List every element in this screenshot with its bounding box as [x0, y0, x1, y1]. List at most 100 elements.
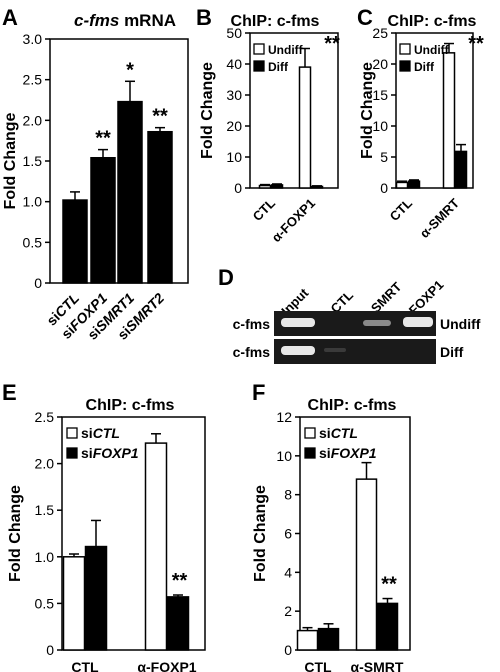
- panel-c-ytick-label: 0: [380, 180, 388, 196]
- panel-a-ytick-label: 1.5: [23, 153, 43, 169]
- panel-e-title: ChIP: c-fms: [86, 397, 175, 414]
- panel-a-significance: **: [152, 106, 168, 128]
- panel-a-title: c-fms mRNA: [74, 11, 176, 30]
- panel-f-bar-open: [296, 629, 319, 651]
- gel-row-label-diff: c-fms: [233, 344, 271, 360]
- panel-f-bar-filled: [376, 602, 399, 651]
- panel-f-xtick-label: α-SMRT: [351, 659, 404, 672]
- panel-e-legend-swatch-filled: [66, 447, 78, 459]
- panel-a-significance: *: [126, 59, 134, 81]
- panel-c-bar-filled: [454, 150, 468, 189]
- panel-e-legend-label: siFOXP1: [81, 445, 139, 461]
- panel-a-ytick-label: 0.5: [23, 234, 43, 250]
- panel-f-ytick-label: 0: [284, 642, 292, 658]
- panel-c-plot-frame: [395, 32, 474, 189]
- panel-f-ytick-label: 4: [284, 564, 292, 580]
- gel-band-undiff-input: [281, 318, 315, 327]
- panel-e-plot-frame: [61, 416, 206, 651]
- panel-f-bar-open: [355, 478, 378, 651]
- panel-b-xtick-label: α-FOXP1: [269, 196, 318, 245]
- panel-e-ytick-label: 2.5: [35, 409, 55, 425]
- panel-a-significance: **: [95, 128, 111, 150]
- gel-condition-undiff: Undiff: [440, 316, 481, 332]
- panel-e-bar-filled: [166, 596, 190, 651]
- panel-e-xtick-label: α-FOXP1: [137, 659, 196, 672]
- panel-a-ytick-label: 1.0: [23, 194, 43, 210]
- panel-letter-d: D: [218, 265, 234, 290]
- panel-f-legend-prefix: si: [319, 445, 331, 461]
- panel-c-legend-swatch-open: [399, 43, 411, 55]
- panel-f-title: ChIP: c-fms: [308, 397, 397, 414]
- panel-b-legend-swatch-filled: [253, 60, 265, 72]
- panel-e-significance: **: [172, 570, 188, 592]
- panel-f-legend-swatch-open: [304, 427, 316, 439]
- panel-e-ytick-label: 2.0: [35, 456, 55, 472]
- panel-b-ytick-label: 50: [226, 25, 242, 41]
- panel-c-bar-filled: [407, 180, 421, 189]
- panel-c-bar-open: [442, 52, 456, 189]
- panel-c-bar-open: [395, 181, 409, 189]
- gel-panel: Input CTL α-SMRT α-FOXP1 c-fms c-fms Und…: [233, 277, 481, 364]
- panel-c-ytick-label: 10: [372, 118, 388, 134]
- panel-b-ytick-label: 0: [234, 180, 242, 196]
- panel-e-legend-prefix: si: [81, 425, 93, 441]
- gel-band-undiff-smrt: [363, 320, 391, 326]
- panel-f-bar-filled: [317, 627, 340, 651]
- gel-band-diff-input: [281, 346, 315, 355]
- panel-b-bar-open: [258, 184, 272, 189]
- panel-letter-c: C: [357, 5, 373, 30]
- panel-b-ytick-label: 10: [226, 149, 242, 165]
- panel-c-ytick-label: 5: [380, 149, 388, 165]
- panel-f-xtick-label: CTL: [304, 659, 332, 672]
- panel-f-legend-prefix: si: [319, 425, 331, 441]
- panel-e-xtick-label: CTL: [71, 659, 99, 672]
- panel-e-bar-filled: [84, 545, 108, 651]
- panel-letter-a: A: [2, 5, 18, 30]
- panel-b-xtick-label: CTL: [250, 195, 279, 224]
- panel-f-legend-swatch-filled: [304, 447, 316, 459]
- panel-e-bar-open: [62, 556, 86, 651]
- panel-a-title-rest: mRNA: [119, 11, 176, 30]
- panel-c-legend-label: Diff: [414, 60, 435, 74]
- panel-b-title: ChIP: c-fms: [231, 13, 320, 30]
- panel-e-ylabel: Fold Change: [7, 485, 24, 582]
- panel-a-bar: [117, 100, 143, 284]
- panel-b-plot-frame: [249, 32, 339, 189]
- panel-c-ytick-label: 15: [372, 87, 388, 103]
- panel-f-ytick-label: 2: [284, 603, 292, 619]
- panel-c-ytick-label: 20: [372, 56, 388, 72]
- panel-c-legend-swatch-filled: [399, 60, 411, 72]
- panel-b-legend-label: Diff: [268, 60, 289, 74]
- panel-a-ytick-label: 2.5: [23, 72, 43, 88]
- panel-b-ytick-label: 40: [226, 56, 242, 72]
- panel-b-bar-open: [298, 66, 312, 189]
- panel-b-ytick-label: 20: [226, 118, 242, 134]
- panel-b-ytick-label: 30: [226, 87, 242, 103]
- panel-f-ytick-label: 6: [284, 526, 292, 542]
- panel-letter-e: E: [2, 380, 17, 405]
- panel-f-ytick-label: 12: [276, 409, 292, 425]
- panel-e-bar-open: [144, 442, 168, 651]
- panel-f-ylabel: Fold Change: [252, 485, 269, 582]
- panel-e-ytick-label: 1.0: [35, 549, 55, 565]
- panel-a-bar: [147, 130, 173, 284]
- panel-e-legend-label: siCTL: [81, 425, 120, 441]
- panel-e-legend-prefix: si: [81, 445, 93, 461]
- panel-a-ytick-label: 2.0: [23, 112, 43, 128]
- panel-f-ytick-label: 10: [276, 448, 292, 464]
- panel-a-bar: [62, 199, 88, 284]
- panel-b-significance: **: [324, 33, 340, 55]
- panel-e-ytick-label: 1.5: [35, 502, 55, 518]
- panel-b-bar-filled: [310, 185, 324, 189]
- panel-e-legend-swatch-open: [66, 427, 78, 439]
- panel-c-significance: **: [468, 33, 484, 55]
- gel-row-label-undiff: c-fms: [233, 316, 271, 332]
- panel-f-significance: **: [381, 574, 397, 596]
- gel-band-diff-ctl: [324, 348, 346, 352]
- gel-band-undiff-foxp1: [403, 317, 433, 327]
- panel-b-legend-label: Undiff: [268, 43, 304, 57]
- panel-b-legend-swatch-open: [253, 43, 265, 55]
- panel-letter-f: F: [252, 380, 265, 405]
- panel-f-legend-label: siFOXP1: [319, 445, 377, 461]
